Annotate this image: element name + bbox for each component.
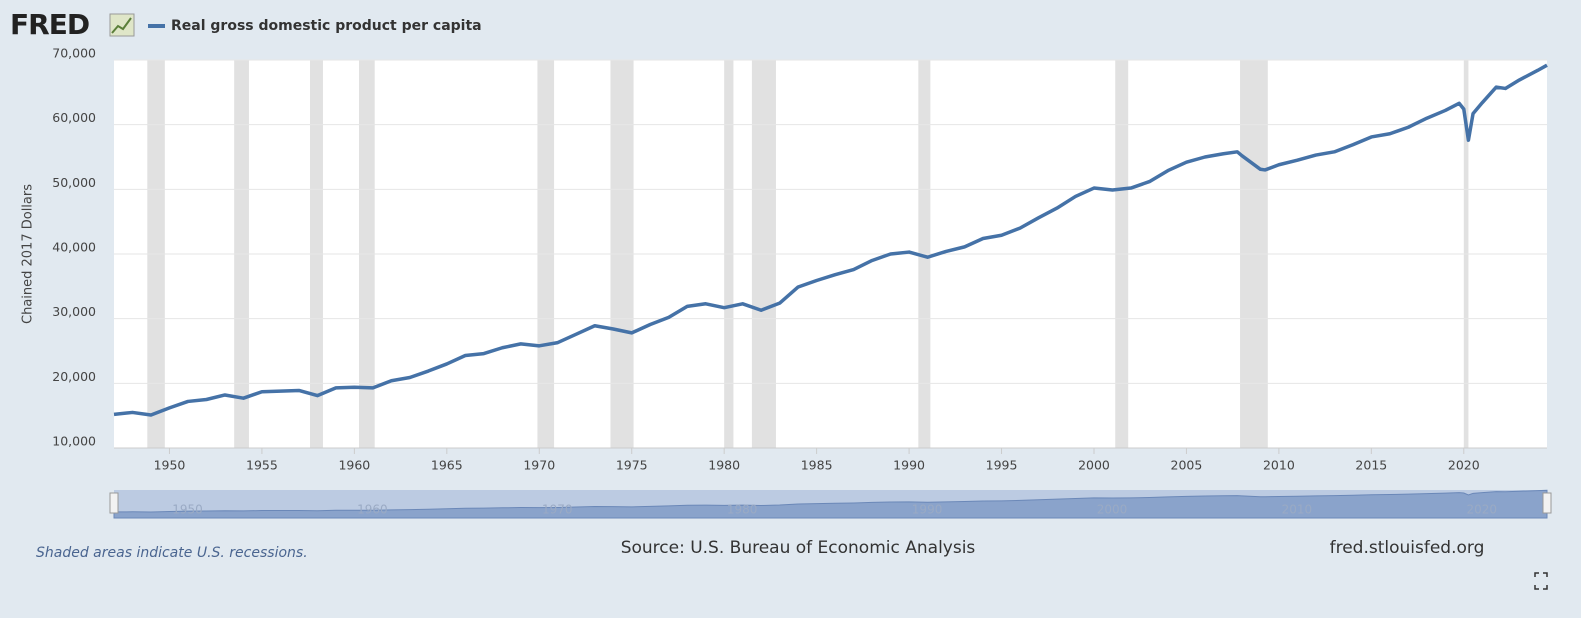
navigator-tick-label: 1950 xyxy=(172,503,203,517)
x-tick-label: 2020 xyxy=(1448,458,1480,473)
y-tick-label: 10,000 xyxy=(52,434,96,449)
x-tick-label: 1955 xyxy=(246,458,278,473)
logo-icon-line xyxy=(111,17,132,34)
navigator-tick-label: 1960 xyxy=(357,503,388,517)
logo: FRED xyxy=(10,8,89,41)
navigator-handle[interactable] xyxy=(109,492,119,514)
x-tick-label: 1985 xyxy=(801,458,833,473)
y-tick-label: 30,000 xyxy=(52,304,96,319)
x-tick-label: 1960 xyxy=(338,458,370,473)
note: Shaded areas indicate U.S. recessions. xyxy=(36,545,308,561)
y-axis-label: Chained 2017 Dollars xyxy=(21,184,36,324)
site: fred.stlouisfed.org xyxy=(1330,538,1485,558)
x-tick-label: 1950 xyxy=(154,458,186,473)
x-tick-label: 2005 xyxy=(1171,458,1203,473)
navigator-tick-label: 1990 xyxy=(912,503,943,517)
navigator-tick-label: 2020 xyxy=(1467,503,1498,517)
logo-icon xyxy=(109,13,135,37)
x-tick-label: 1995 xyxy=(986,458,1018,473)
fullscreen-icon[interactable] xyxy=(1534,572,1548,590)
y-tick-label: 20,000 xyxy=(52,369,96,384)
y-tick-label: 60,000 xyxy=(52,110,96,125)
x-tick-label: 2010 xyxy=(1263,458,1295,473)
navigator-handle[interactable] xyxy=(1542,492,1552,514)
x-tick-label: 1970 xyxy=(523,458,555,473)
navigator-tick-label: 1970 xyxy=(542,503,573,517)
y-tick-label: 70,000 xyxy=(52,46,96,61)
x-tick-label: 1965 xyxy=(431,458,463,473)
legend-label: Real gross domestic product per capita xyxy=(171,18,482,34)
navigator-area xyxy=(113,489,1548,519)
navigator-tick-label: 2010 xyxy=(1282,503,1313,517)
x-tick-label: 1980 xyxy=(708,458,740,473)
y-tick-label: 50,000 xyxy=(52,175,96,190)
y-tick-label: 40,000 xyxy=(52,240,96,255)
source: Source: U.S. Bureau of Economic Analysis xyxy=(621,538,976,558)
navigator-tick-label: 2000 xyxy=(1097,503,1128,517)
x-tick-label: 2000 xyxy=(1078,458,1110,473)
x-tick-label: 1975 xyxy=(616,458,648,473)
x-tick-label: 1990 xyxy=(893,458,925,473)
navigator-tick-label: 1980 xyxy=(727,503,758,517)
x-tick-label: 2015 xyxy=(1355,458,1387,473)
data-line xyxy=(113,63,1548,417)
